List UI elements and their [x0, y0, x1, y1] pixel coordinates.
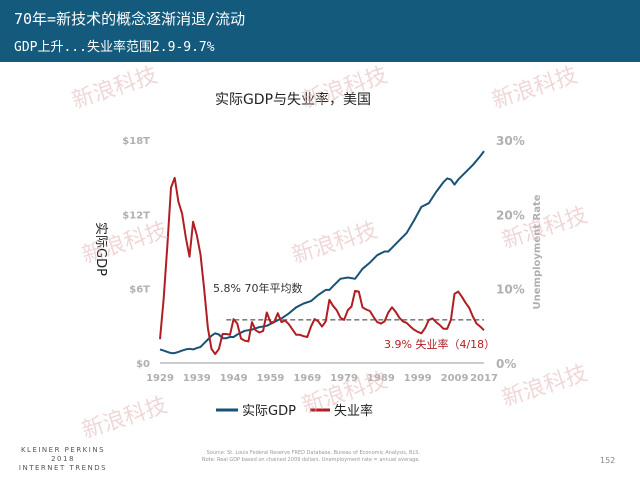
source-note-2: Note: Real GDP based on chained 2009 dol… — [201, 457, 420, 463]
y-right-tick-label: 20% — [496, 208, 525, 222]
y-left-tick-label: $12T — [122, 210, 150, 221]
x-tick-label: 1939 — [183, 373, 211, 384]
x-tick-label: 1929 — [146, 373, 174, 384]
header-title: 70年=新技术的概念逐渐消退/流动 — [14, 10, 246, 28]
x-tick-label: 1969 — [293, 373, 321, 384]
header-subtitle: GDP上升...失业率范围2.9-9.7% — [14, 40, 215, 55]
x-tick-label: 1959 — [257, 373, 285, 384]
y-left-axis-label: 实际GDP — [93, 222, 108, 276]
unemployment-line — [159, 176, 485, 356]
x-tick-label: 1989 — [367, 373, 395, 384]
brand-logo: KLEINER PERKINS 2018 INTERNET TRENDS — [8, 446, 118, 473]
brand-year: 2018 — [51, 455, 75, 463]
legend-label-unemployment: 失业率 — [334, 403, 373, 419]
y-left-tick-label: $18T — [122, 136, 150, 147]
x-tick-label: 1949 — [220, 373, 248, 384]
brand-name: KLEINER PERKINS — [20, 446, 106, 454]
x-tick-label: 1999 — [404, 373, 432, 384]
gdp-unemployment-chart: 实际GDP与失业率，美国 $0 $6T $12T $18T 0% 10% 20% 30% 1929… — [93, 91, 543, 419]
legend-label-gdp: 实际GDP — [242, 404, 296, 419]
x-tick-label: 2017 — [470, 373, 498, 384]
annotation-average: 5.8% 70年平均数 — [213, 281, 302, 295]
chart-title: 实际GDP与失业率，美国 — [215, 91, 371, 108]
x-tick-label: 2009 — [441, 373, 469, 384]
y-right-tick-label: 10% — [496, 283, 525, 297]
y-left-tick-label: $6T — [129, 285, 150, 296]
x-tick-label: 1979 — [330, 373, 358, 384]
page-number: 152 — [600, 456, 616, 465]
brand-report: INTERNET TRENDS — [18, 464, 108, 472]
y-right-tick-label: 0% — [496, 357, 516, 371]
y-right-axis-label: Unemployment Rate — [532, 194, 543, 309]
slide-header: 70年=新技术的概念逐渐消退/流动 GDP上升...失业率范围2.9-9.7% — [0, 0, 640, 62]
gdp-line — [159, 150, 485, 355]
y-left-tick-label: $0 — [136, 359, 150, 370]
y-right-tick-label: 30% — [496, 134, 525, 148]
annotation-current-rate: 3.9% 失业率（4/18） — [384, 337, 495, 351]
source-note: Source: St. Louis Federal Reserve FRED D… — [206, 450, 420, 456]
